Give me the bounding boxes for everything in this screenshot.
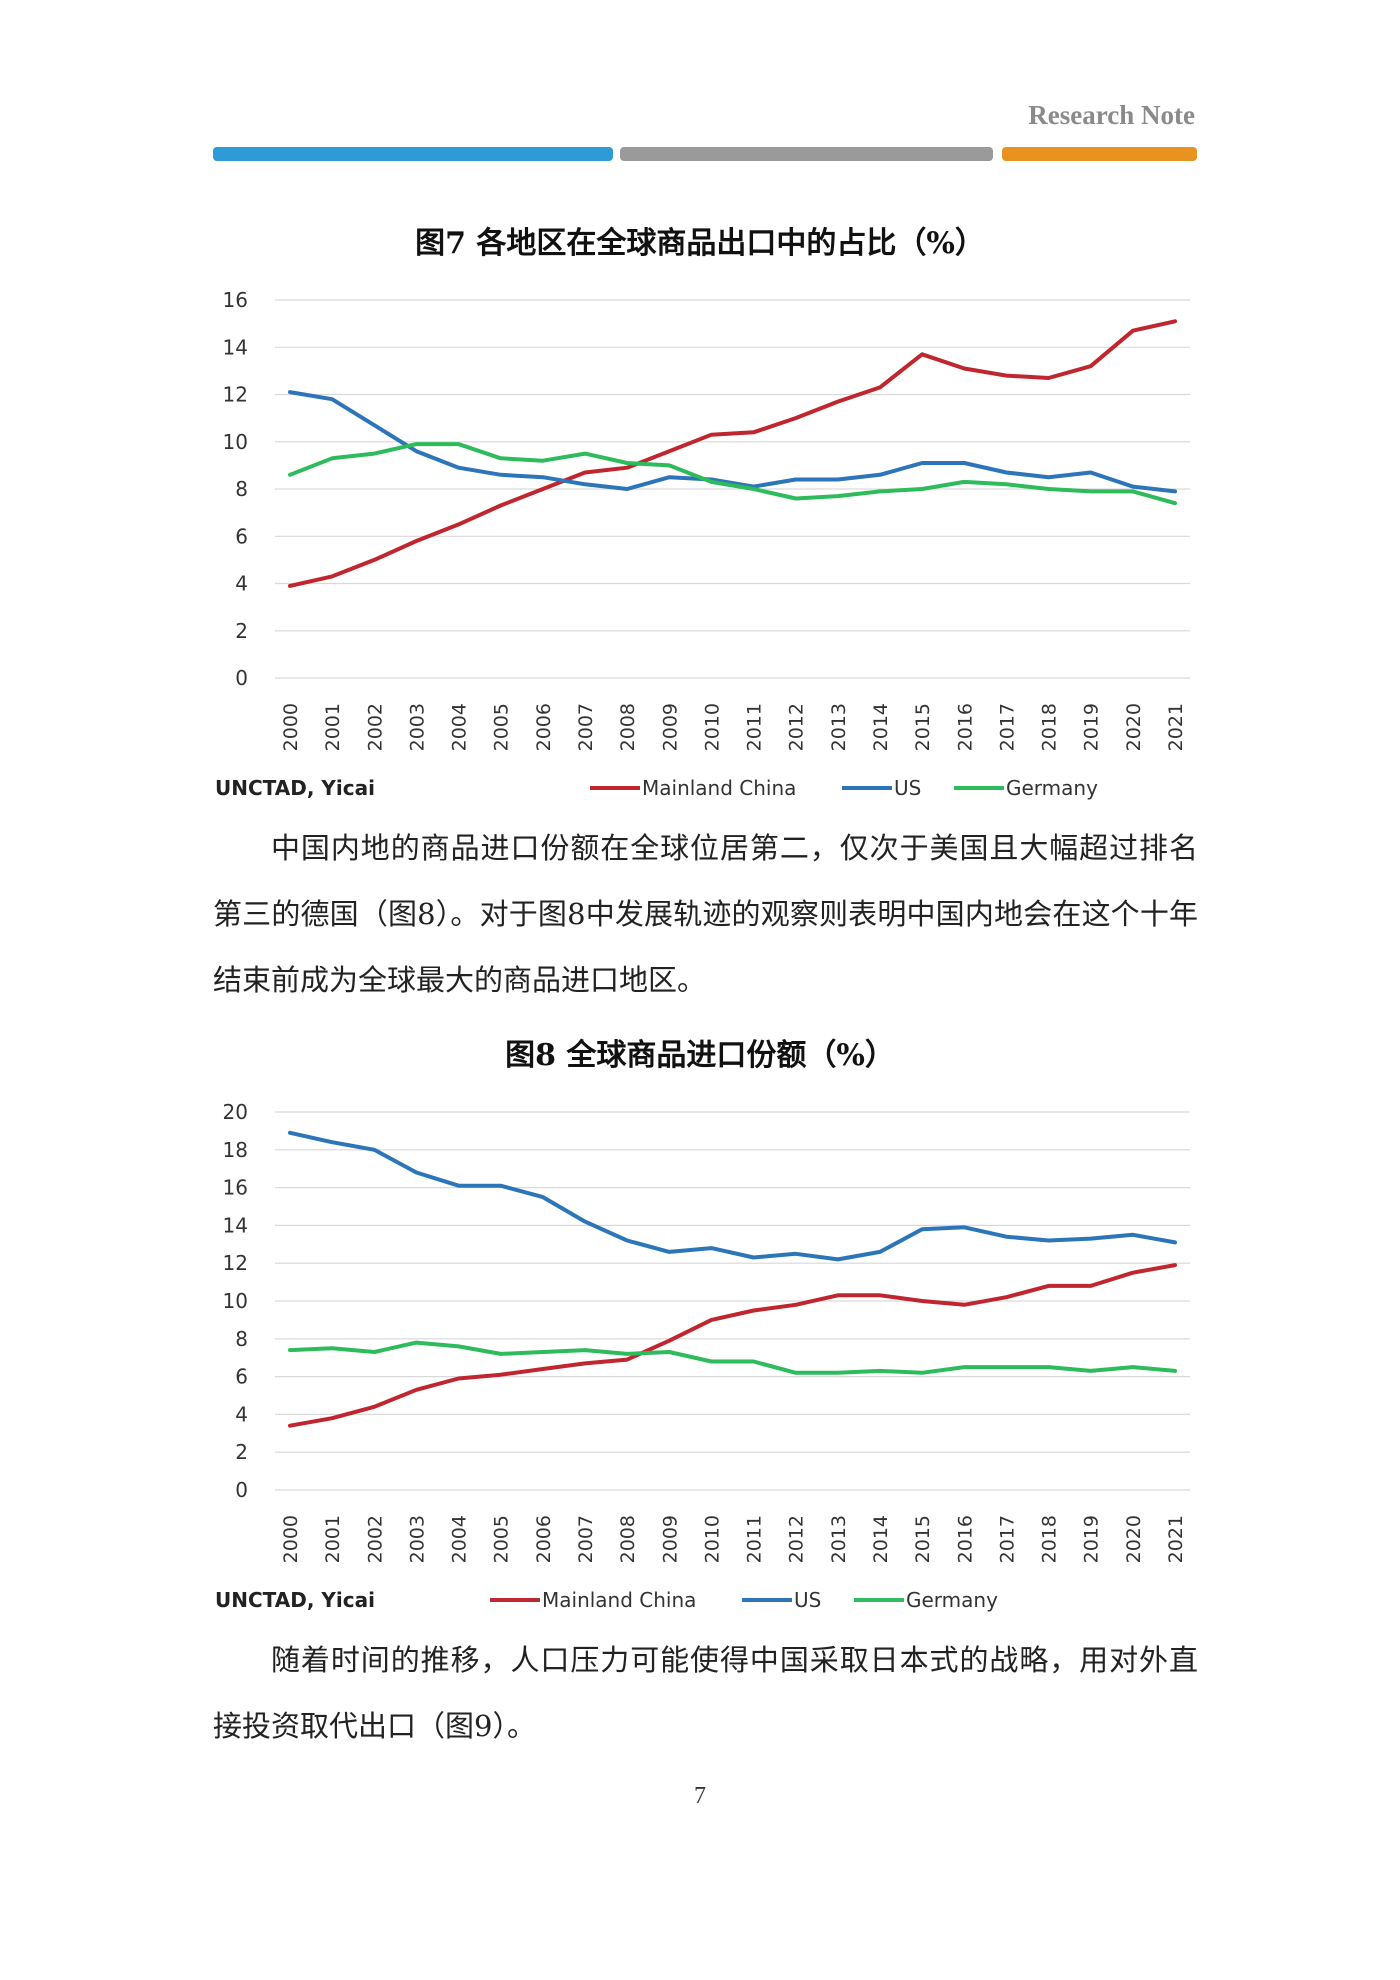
y-tick-label: 10 xyxy=(223,1289,248,1313)
y-tick-label: 16 xyxy=(223,1176,248,1200)
legend-label: Germany xyxy=(1006,776,1098,800)
x-tick-label: 2010 xyxy=(701,703,723,751)
y-tick-label: 4 xyxy=(235,572,248,596)
x-tick-label: 2008 xyxy=(617,703,639,751)
y-tick-label: 12 xyxy=(223,1251,248,1275)
x-tick-label: 2016 xyxy=(954,703,976,751)
legend-label: Mainland China xyxy=(542,1588,696,1612)
paragraph-1-text: 中国内地的商品进口份额在全球位居第二，仅次于美国且大幅超过排名第三的德国（图8）… xyxy=(213,831,1198,997)
y-tick-label: 0 xyxy=(235,1478,248,1502)
x-tick-label: 2011 xyxy=(744,703,766,751)
series-line-mainland-china xyxy=(288,319,1177,588)
x-tick-label: 2017 xyxy=(996,703,1018,751)
series-line-us xyxy=(288,390,1177,494)
source-note: UNCTAD, Yicai xyxy=(215,776,375,800)
y-tick-label: 8 xyxy=(235,477,248,501)
y-tick-label: 10 xyxy=(223,430,248,454)
x-tick-label: 2019 xyxy=(1081,703,1103,751)
x-tick-label: 2018 xyxy=(1039,1515,1061,1563)
x-tick-label: 2015 xyxy=(912,1515,934,1563)
series-line-germany xyxy=(288,442,1177,506)
y-tick-label: 8 xyxy=(235,1327,248,1351)
y-tick-label: 14 xyxy=(223,1213,248,1237)
x-tick-label: 2014 xyxy=(870,1515,892,1563)
x-tick-label: 2007 xyxy=(575,703,597,751)
source-note: UNCTAD, Yicai xyxy=(215,1588,375,1612)
figure-8-title: 图8 全球商品进口份额（%） xyxy=(505,1038,895,1073)
x-tick-label: 2006 xyxy=(533,703,555,751)
legend-label: Germany xyxy=(906,1588,998,1612)
x-tick-label: 2003 xyxy=(406,703,428,751)
y-tick-label: 4 xyxy=(235,1402,248,1426)
y-tick-label: 16 xyxy=(223,288,248,312)
x-tick-label: 2006 xyxy=(533,1515,555,1563)
y-tick-label: 0 xyxy=(235,666,248,690)
x-tick-label: 2005 xyxy=(491,703,513,751)
x-tick-label: 2004 xyxy=(449,703,471,751)
x-tick-label: 2003 xyxy=(406,1515,428,1563)
x-tick-label: 2016 xyxy=(954,1515,976,1563)
y-tick-label: 20 xyxy=(223,1100,248,1124)
x-tick-label: 2002 xyxy=(364,1515,386,1563)
x-tick-label: 2001 xyxy=(322,703,344,751)
x-tick-label: 2020 xyxy=(1123,1515,1145,1563)
x-tick-label: 2019 xyxy=(1081,1515,1103,1563)
x-tick-label: 2005 xyxy=(491,1515,513,1563)
y-tick-label: 2 xyxy=(235,1440,248,1464)
x-tick-label: 2014 xyxy=(870,703,892,751)
x-tick-label: 2000 xyxy=(280,1515,302,1563)
legend-label: US xyxy=(894,776,921,800)
x-tick-label: 2007 xyxy=(575,1515,597,1563)
figure-8-svg: 0 2 4 6 8 10 12 14 16 18 20 2000 2001 2002 2003 2004 200… xyxy=(215,1100,1190,1612)
header-note: Research Note xyxy=(1028,100,1195,130)
x-tick-label: 2017 xyxy=(996,1515,1018,1563)
y-tick-label: 12 xyxy=(223,383,248,407)
paragraph-1: 中国内地的商品进口份额在全球位居第二，仅次于美国且大幅超过排名第三的德国（图8）… xyxy=(213,815,1198,1013)
x-tick-label: 2002 xyxy=(364,703,386,751)
y-tick-label: 18 xyxy=(223,1138,248,1162)
x-tick-label: 2010 xyxy=(701,1515,723,1563)
legend-label: US xyxy=(794,1588,821,1612)
y-tick-label: 6 xyxy=(235,1365,248,1389)
x-tick-label: 2020 xyxy=(1123,703,1145,751)
y-tick-label: 2 xyxy=(235,619,248,643)
header-bar-gray xyxy=(620,147,993,161)
x-tick-label: 2021 xyxy=(1165,1515,1187,1563)
paragraph-2: 随着时间的推移，人口压力可能使得中国采取日本式的战略，用对外直接投资取代出口（图… xyxy=(213,1627,1198,1759)
y-tick-label: 14 xyxy=(223,335,248,359)
page-number: 7 xyxy=(694,1783,706,1809)
paragraph-2-text: 随着时间的推移，人口压力可能使得中国采取日本式的战略，用对外直接投资取代出口（图… xyxy=(213,1643,1198,1743)
y-tick-label: 6 xyxy=(235,524,248,548)
x-tick-label: 2013 xyxy=(828,1515,850,1563)
x-tick-label: 2004 xyxy=(449,1515,471,1563)
figure-7-svg: 0 2 4 6 8 10 12 14 16 2000 2001 2002 2003 2004 2005 200… xyxy=(215,288,1190,800)
x-tick-label: 2011 xyxy=(744,1515,766,1563)
x-tick-label: 2001 xyxy=(322,1515,344,1563)
x-tick-label: 2009 xyxy=(659,703,681,751)
figure-7-title: 图7 各地区在全球商品出口中的占比（%） xyxy=(415,226,985,261)
x-tick-label: 2012 xyxy=(786,1515,808,1563)
x-tick-label: 2013 xyxy=(828,703,850,751)
x-tick-label: 2000 xyxy=(280,703,302,751)
legend-label: Mainland China xyxy=(642,776,796,800)
series-line-us xyxy=(288,1130,1177,1262)
x-tick-label: 2008 xyxy=(617,1515,639,1563)
x-tick-label: 2012 xyxy=(786,703,808,751)
x-tick-label: 2021 xyxy=(1165,703,1187,751)
header-bar-blue xyxy=(213,147,613,161)
figure-7-chart: 0 2 4 6 8 10 12 14 16 2000 2001 2002 2003 2004 2005 200… xyxy=(200,280,1200,810)
x-tick-label: 2018 xyxy=(1039,703,1061,751)
header-bar-orange xyxy=(1002,147,1197,161)
series-line-mainland-china xyxy=(288,1263,1177,1428)
x-tick-label: 2015 xyxy=(912,703,934,751)
series-line-germany xyxy=(288,1340,1177,1375)
x-tick-label: 2009 xyxy=(659,1515,681,1563)
figure-8-chart: 0 2 4 6 8 10 12 14 16 18 20 2000 2001 2002 2003 2004 200… xyxy=(200,1092,1200,1622)
